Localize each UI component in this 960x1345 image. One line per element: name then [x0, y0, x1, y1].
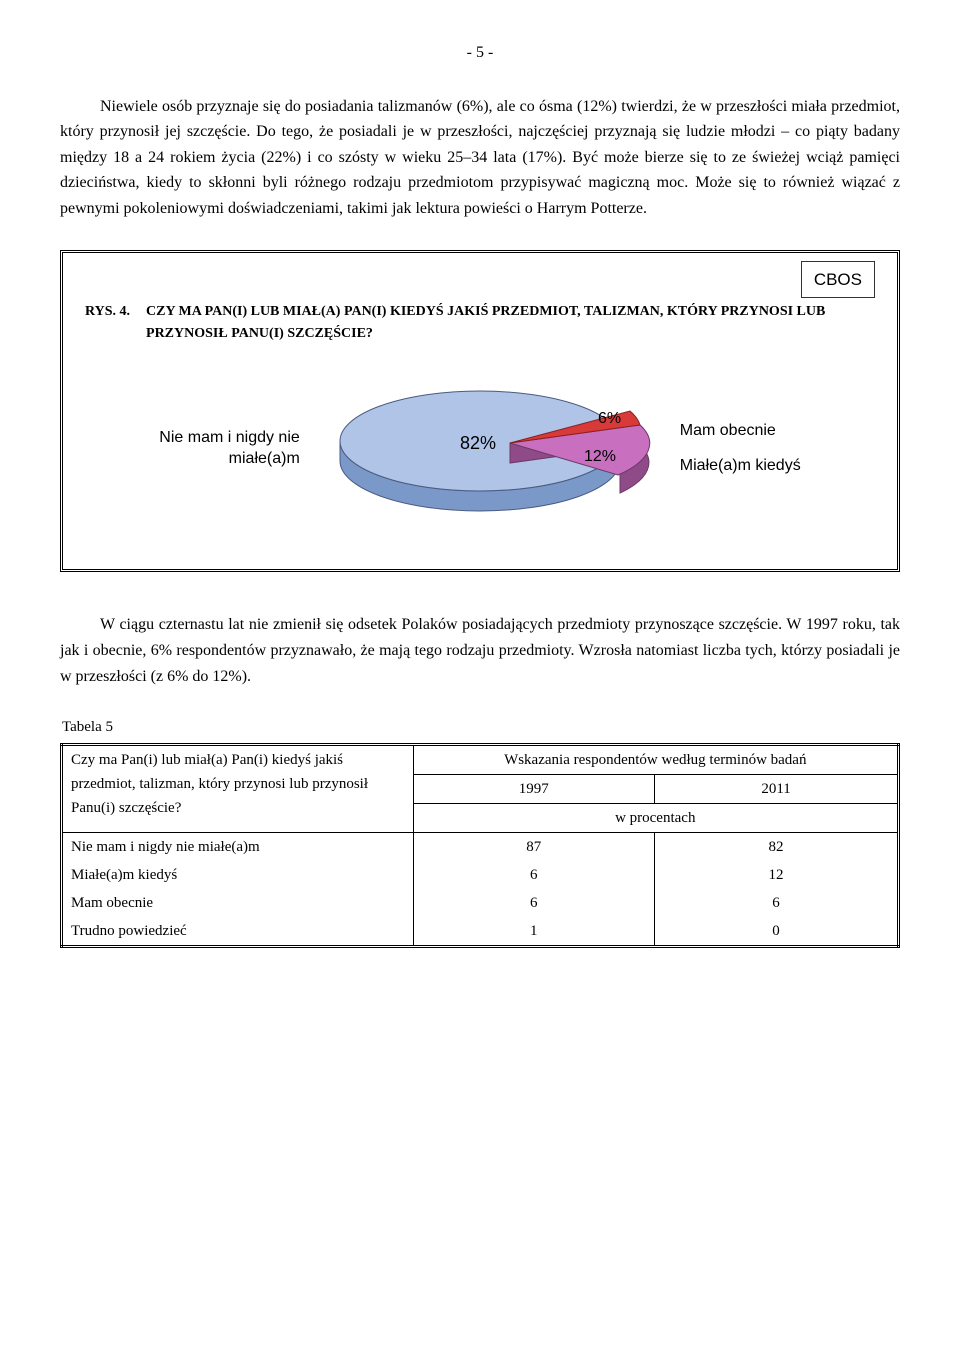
chart-right-labels: Mam obecnie Miałe(a)m kiedyś [680, 406, 801, 491]
left-label-line2: miałe(a)m [229, 450, 300, 467]
row-label: Trudno powiedzieć [62, 917, 414, 947]
row-val: 12 [655, 861, 899, 889]
table-caption: Tabela 5 [62, 715, 900, 739]
row-val: 1 [413, 917, 655, 947]
row-label: Nie mam i nigdy nie miałe(a)m [62, 833, 414, 862]
table-question: Czy ma Pan(i) lub miał(a) Pan(i) kiedyś … [62, 745, 414, 833]
table-row: Mam obecnie 6 6 [62, 889, 899, 917]
right-label-top: Mam obecnie [680, 420, 801, 442]
table-row: Trudno powiedzieć 1 0 [62, 917, 899, 947]
pie-chart: Nie mam i nigdy nie miałe(a)m 82% 6% 12%… [85, 363, 875, 533]
table-header-top: Wskazania respondentów według terminów b… [413, 745, 898, 775]
row-val: 6 [655, 889, 899, 917]
chart-left-label: Nie mam i nigdy nie miałe(a)m [159, 427, 300, 470]
row-val: 0 [655, 917, 899, 947]
right-label-bot: Miałe(a)m kiedyś [680, 455, 801, 477]
paragraph-1: Niewiele osób przyznaje się do posiadani… [60, 94, 900, 222]
table-row: Miałe(a)m kiedyś 6 12 [62, 861, 899, 889]
row-val: 87 [413, 833, 655, 862]
row-label: Mam obecnie [62, 889, 414, 917]
left-label-line1: Nie mam i nigdy nie [159, 429, 300, 446]
table-year-1: 1997 [413, 775, 655, 804]
figure-text: CZY MA PAN(I) LUB MIAŁ(A) PAN(I) KIEDYŚ … [146, 301, 875, 346]
chart-slice-top-pct: 6% [598, 410, 621, 427]
figure-caption: RYS. 4. CZY MA PAN(I) LUB MIAŁ(A) PAN(I)… [85, 301, 875, 346]
data-table: Czy ma Pan(i) lub miał(a) Pan(i) kiedyś … [60, 743, 900, 948]
table-year-2: 2011 [655, 775, 899, 804]
row-label: Miałe(a)m kiedyś [62, 861, 414, 889]
figure-label: RYS. 4. [85, 301, 130, 346]
table-pct-label: w procentach [413, 804, 898, 833]
chart-main-pct: 82% [460, 433, 496, 453]
pie-svg: 82% 6% 12% [320, 363, 660, 533]
chart-slice-bot-pct: 12% [584, 448, 616, 465]
page-number: - 5 - [60, 40, 900, 66]
row-val: 6 [413, 889, 655, 917]
cbos-badge: CBOS [801, 261, 875, 298]
table-row: Nie mam i nigdy nie miałe(a)m 87 82 [62, 833, 899, 862]
row-val: 82 [655, 833, 899, 862]
paragraph-2: W ciągu czternastu lat nie zmienił się o… [60, 612, 900, 689]
figure-box: CBOS RYS. 4. CZY MA PAN(I) LUB MIAŁ(A) P… [60, 250, 900, 573]
row-val: 6 [413, 861, 655, 889]
